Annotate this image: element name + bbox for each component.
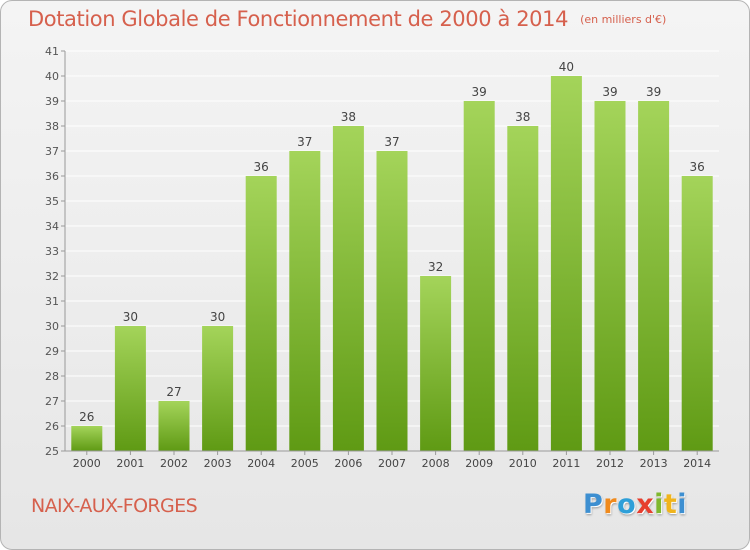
bar-value-label: 36	[690, 160, 705, 174]
x-tick-label: 2003	[204, 457, 232, 470]
x-tick-label: 2012	[596, 457, 624, 470]
bar	[550, 76, 582, 451]
commune-name: NAIX-AUX-FORGES	[31, 495, 198, 517]
logo-letter: i	[654, 489, 664, 520]
bar-value-label: 39	[646, 85, 661, 99]
bar	[376, 151, 408, 451]
bar	[158, 401, 190, 451]
x-tick-label: 2011	[552, 457, 580, 470]
label-layer: 26 30 27 30 36 37 38 37 32 39 38 40 39 39 36	[79, 60, 705, 424]
x-tick-label: 2006	[334, 457, 362, 470]
y-tick-label: 33	[45, 245, 59, 258]
x-tick-label: 2005	[291, 457, 319, 470]
y-tick-label: 36	[45, 170, 59, 183]
bar	[681, 176, 713, 451]
y-tick-label: 27	[45, 395, 59, 408]
x-tick-label: 2007	[378, 457, 406, 470]
y-tick-label: 34	[45, 220, 59, 233]
x-tick-label: 2001	[116, 457, 144, 470]
bar	[638, 101, 670, 451]
bar-value-label: 37	[297, 135, 312, 149]
y-tick-label: 37	[45, 145, 59, 158]
bar-value-label: 27	[166, 385, 181, 399]
bar-value-label: 38	[341, 110, 356, 124]
axis-layer: 25 26 27 28 29 30 31 32 33 34 35 36 37 38 39 40 41 2000 20…	[45, 45, 719, 470]
x-tick-label: 2002	[160, 457, 188, 470]
bar-layer	[71, 76, 713, 451]
logo-letter: t	[663, 489, 678, 520]
x-tick-label: 2013	[640, 457, 668, 470]
bar	[594, 101, 626, 451]
y-tick-label: 38	[45, 120, 59, 133]
bar-value-label: 36	[254, 160, 269, 174]
bar	[289, 151, 321, 451]
y-tick-label: 41	[45, 45, 59, 58]
bar-value-label: 32	[428, 260, 443, 274]
bar-value-label: 26	[79, 410, 94, 424]
bar	[507, 126, 539, 451]
x-tick-label: 2009	[465, 457, 493, 470]
y-tick-label: 25	[45, 445, 59, 458]
y-tick-label: 30	[45, 320, 59, 333]
logo-letter: x	[636, 489, 655, 520]
bar-value-label: 39	[602, 85, 617, 99]
x-tick-label: 2008	[422, 457, 450, 470]
logo-letter: P	[583, 489, 604, 520]
proxiti-logo[interactable]: Proxiti	[583, 489, 687, 520]
bar	[245, 176, 277, 451]
x-tick-label: 2004	[247, 457, 275, 470]
bar	[420, 276, 452, 451]
bar-value-label: 37	[384, 135, 399, 149]
y-tick-label: 28	[45, 370, 59, 383]
y-tick-label: 35	[45, 195, 59, 208]
bar-value-label: 40	[559, 60, 574, 74]
y-tick-label: 29	[45, 345, 59, 358]
y-tick-label: 32	[45, 270, 59, 283]
x-tick-label: 2014	[683, 457, 711, 470]
x-tick-label: 2010	[509, 457, 537, 470]
bar	[463, 101, 495, 451]
logo-letter: o	[617, 489, 637, 520]
logo-letter: i	[677, 489, 688, 520]
bar	[202, 326, 234, 451]
x-tick-label: 2000	[73, 457, 101, 470]
bar	[332, 126, 364, 451]
y-tick-label: 31	[45, 295, 59, 308]
logo-letter: r	[603, 489, 618, 520]
y-tick-label: 39	[45, 95, 59, 108]
chart-title: Dotation Globale de Fonctionnement de 20…	[28, 7, 569, 31]
y-tick-label: 26	[45, 420, 59, 433]
bar	[71, 426, 103, 451]
bar-value-label: 39	[472, 85, 487, 99]
bar	[114, 326, 146, 451]
y-tick-label: 40	[45, 70, 59, 83]
bar-value-label: 30	[123, 310, 138, 324]
bar-value-label: 30	[210, 310, 225, 324]
bar-value-label: 38	[515, 110, 530, 124]
title-row: Dotation Globale de Fonctionnement de 20…	[28, 7, 666, 31]
chart-subtitle: (en milliers d'€)	[580, 13, 667, 26]
